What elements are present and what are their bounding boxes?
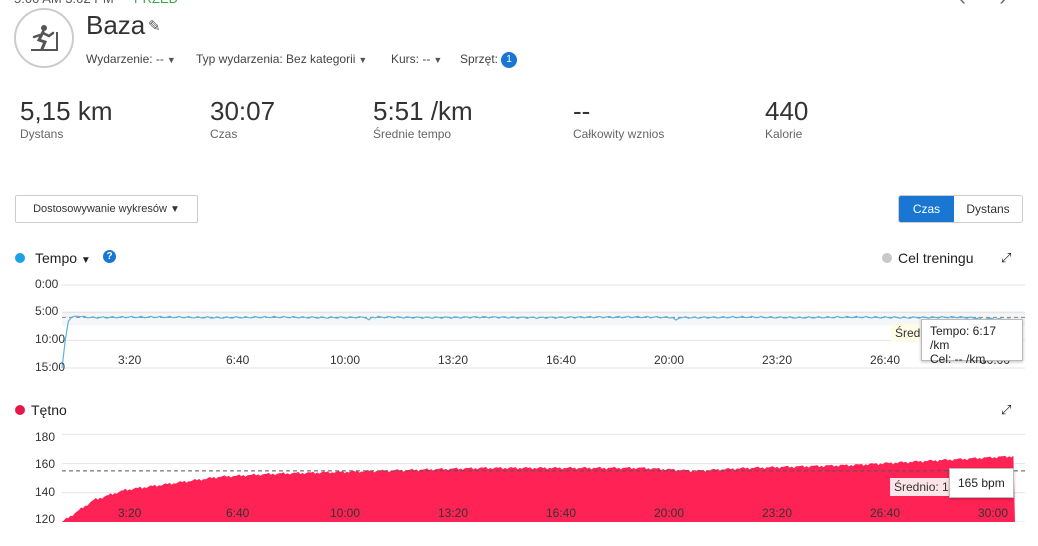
question-icon[interactable]: ? bbox=[103, 250, 116, 263]
caret-down-icon: ▼ bbox=[80, 255, 91, 266]
toggle-time-button[interactable]: Czas bbox=[899, 196, 954, 222]
pace-x-tick: 23:20 bbox=[762, 353, 793, 367]
hr-x-tick: 23:20 bbox=[762, 506, 793, 520]
pace-y-tick: 0:00 bbox=[35, 277, 59, 291]
pace-x-tick: 6:40 bbox=[226, 353, 250, 367]
stat-avg-pace-value: 5:51 /km bbox=[373, 96, 473, 126]
hr-x-tick: 13:20 bbox=[438, 506, 469, 520]
pace-x-tick: 10:00 bbox=[330, 353, 361, 367]
stat-distance-value: 5,15 km bbox=[20, 96, 113, 126]
pace-y-tick: 10:00 bbox=[35, 332, 66, 346]
pace-x-tick: 16:40 bbox=[546, 353, 577, 367]
pace-chart bbox=[35, 278, 1025, 373]
pace-chart-title[interactable]: Tempo ▼ bbox=[35, 250, 91, 266]
hr-y-tick: 180 bbox=[35, 430, 56, 444]
pace-line bbox=[61, 315, 1015, 369]
caret-down-icon: ▼ bbox=[170, 203, 180, 215]
target-legend-dot bbox=[882, 253, 892, 263]
hr-x-tick: 20:00 bbox=[654, 506, 685, 520]
pace-y-tick: 15:00 bbox=[35, 360, 66, 374]
hr-area bbox=[62, 455, 1015, 522]
hr-chart bbox=[35, 430, 1025, 522]
gear-count-badge: 1 bbox=[501, 52, 518, 68]
caret-down-icon: ▼ bbox=[166, 55, 176, 65]
pace-y-tick: 5:00 bbox=[35, 304, 59, 318]
hr-legend-dot bbox=[15, 405, 25, 415]
pace-x-tick: 3:20 bbox=[118, 353, 142, 367]
customize-charts-button[interactable]: Dostosowywanie wykresów ▼ bbox=[15, 195, 198, 223]
training-target-label[interactable]: Cel treningu bbox=[898, 250, 974, 266]
axis-toggle[interactable]: Czas Dystans bbox=[898, 195, 1023, 223]
hr-tooltip: 165 bpm bbox=[949, 468, 1014, 498]
stat-time-label: Czas bbox=[210, 127, 238, 141]
page-title: Baza bbox=[86, 10, 146, 40]
treadmill-runner-icon bbox=[14, 8, 74, 68]
pace-x-tick: 20:00 bbox=[654, 353, 685, 367]
stat-calories-value: 440 bbox=[765, 96, 809, 126]
course-dropdown[interactable]: Kurs: -- ▼ bbox=[391, 52, 443, 66]
pencil-icon[interactable]: ✎ bbox=[148, 18, 161, 35]
event-dropdown[interactable]: Wydarzenie: -- ▼ bbox=[86, 52, 176, 66]
stat-distance-label: Dystans bbox=[20, 127, 64, 141]
expand-arrows-icon[interactable]: ⤢ bbox=[1001, 250, 1012, 265]
hr-x-tick: 16:40 bbox=[546, 506, 577, 520]
expand-arrows-icon[interactable]: ⤢ bbox=[1001, 402, 1012, 417]
hr-x-tick: 10:00 bbox=[330, 506, 361, 520]
hr-x-tick: 6:40 bbox=[226, 506, 250, 520]
hr-y-tick: 140 bbox=[35, 485, 56, 499]
hr-y-tick: 160 bbox=[35, 457, 56, 471]
hr-average-tag: Średnio: 1 bbox=[890, 478, 953, 496]
stat-avg-pace-label: Średnie tempo bbox=[373, 127, 452, 141]
stat-elevation-label: Całkowity wznios bbox=[573, 127, 665, 141]
hr-chart-title: Tętno bbox=[31, 402, 67, 418]
top-status-line: 5:00 AM 3:02 PM — PRZED bbox=[14, 0, 178, 6]
pager-arrows[interactable]: ‹ › bbox=[959, 0, 1020, 11]
gear-dropdown[interactable]: Sprzęt: 1 bbox=[460, 52, 518, 68]
hr-x-tick: 30:00 bbox=[978, 506, 1009, 520]
hr-y-tick: 120 bbox=[35, 512, 56, 526]
pace-legend-dot bbox=[15, 253, 25, 263]
pace-x-tick: 13:20 bbox=[438, 353, 469, 367]
pace-x-tick: 26:40 bbox=[870, 353, 901, 367]
stat-time-value: 30:07 bbox=[210, 96, 276, 126]
hr-x-tick: 26:40 bbox=[870, 506, 901, 520]
pace-average-tag: Śred bbox=[891, 324, 925, 342]
toggle-distance-button[interactable]: Dystans bbox=[954, 196, 1022, 222]
caret-down-icon: ▼ bbox=[433, 55, 443, 65]
caret-down-icon: ▼ bbox=[358, 55, 368, 65]
pace-tooltip: Tempo: 6:17 /km Cel: -- /km bbox=[921, 319, 1023, 366]
stat-calories-label: Kalorie bbox=[765, 127, 803, 141]
stat-elevation-value: -- bbox=[573, 96, 591, 126]
event-type-dropdown[interactable]: Typ wydarzenia: Bez kategorii ▼ bbox=[196, 52, 368, 66]
pace-band bbox=[62, 311, 1025, 326]
hr-x-tick: 3:20 bbox=[118, 506, 142, 520]
